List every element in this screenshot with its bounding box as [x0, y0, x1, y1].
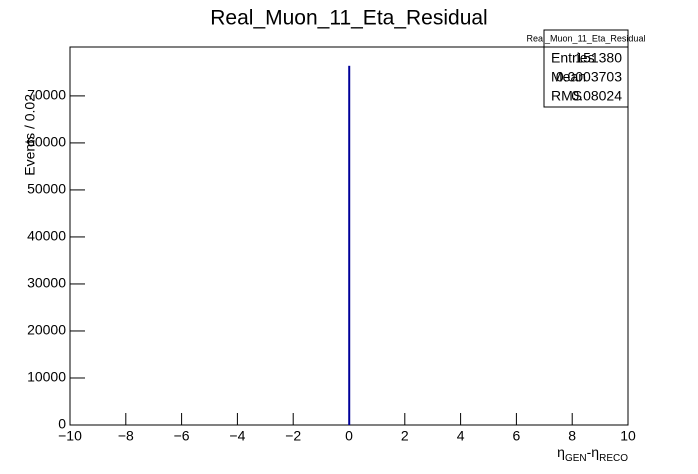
- y-tick-label: 30000: [27, 275, 66, 291]
- stats-frame: [543, 29, 629, 108]
- stats-title: Real_Muon_11_Eta_Residual: [527, 33, 646, 43]
- y-tick-label: 70000: [27, 87, 66, 103]
- stats-label: Entries: [551, 50, 595, 66]
- x-axis-label: ηGEN-ηRECO: [557, 444, 628, 464]
- stats-label: Mean: [551, 69, 586, 85]
- x-tick-label: 10: [620, 428, 636, 444]
- stats-value: 151380: [575, 50, 622, 66]
- y-tick-label: 60000: [27, 134, 66, 150]
- x-label-part: η: [557, 444, 565, 460]
- y-tick-label: 40000: [27, 228, 66, 244]
- x-tick-label: −4: [229, 428, 245, 444]
- y-tick-label: 20000: [27, 322, 66, 338]
- x-label-part: GEN: [565, 453, 587, 464]
- stats-value: 0.0003703: [556, 69, 622, 85]
- x-tick-label: −8: [118, 428, 134, 444]
- x-tick-label: 8: [568, 428, 576, 444]
- y-tick-label: 0: [58, 416, 66, 432]
- x-tick-label: 6: [513, 428, 521, 444]
- x-label-part: RECO: [599, 453, 628, 464]
- stats-label: RMS: [551, 88, 582, 104]
- y-axis-label: Events / 0.02: [22, 94, 38, 176]
- stats-value: 0.08024: [571, 88, 622, 104]
- chart-title: Real_Muon_11_Eta_Residual: [210, 7, 487, 30]
- x-tick-label: 2: [401, 428, 409, 444]
- x-tick-label: −2: [285, 428, 301, 444]
- histogram-bar: [348, 65, 351, 425]
- y-tick-label: 10000: [27, 369, 66, 385]
- y-tick-label: 50000: [27, 181, 66, 197]
- x-label-part: -η: [587, 444, 599, 460]
- x-tick-label: −6: [174, 428, 190, 444]
- x-tick-label: 0: [345, 428, 353, 444]
- x-tick-label: −10: [58, 428, 82, 444]
- stats-box: Real_Muon_11_Eta_Residual: [527, 29, 646, 108]
- x-tick-label: 4: [457, 428, 465, 444]
